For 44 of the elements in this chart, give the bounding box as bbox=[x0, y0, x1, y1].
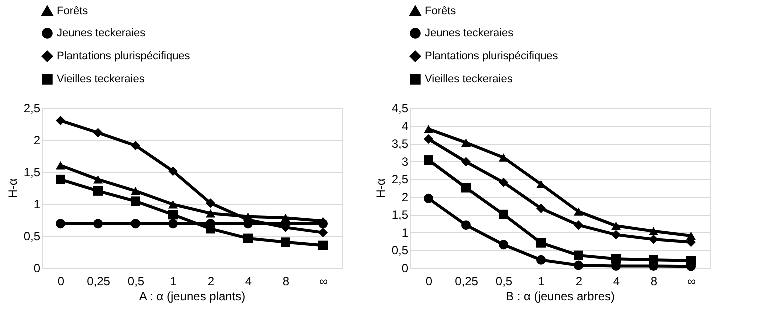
x-tick-label: 8 bbox=[282, 274, 290, 288]
y-tick-label: 0,5 bbox=[392, 244, 409, 258]
x-tick-label: ∞ bbox=[319, 274, 328, 288]
y-tick-label: 2 bbox=[34, 134, 41, 148]
x-tick-label: 4 bbox=[245, 274, 252, 288]
y-tick-label: 3,5 bbox=[392, 137, 409, 152]
x-tick-label: 0,5 bbox=[128, 274, 145, 288]
x-tick-label: ∞ bbox=[687, 274, 696, 288]
y-axis-title: H-α bbox=[6, 178, 20, 198]
legend-label: Plantations plurispécifiques bbox=[57, 50, 191, 62]
x-tick-label: 8 bbox=[650, 274, 658, 288]
x-tick-label: 0 bbox=[58, 274, 65, 288]
y-tick-label: 4,5 bbox=[392, 102, 409, 116]
y-tick-label: 1 bbox=[402, 226, 409, 240]
y-tick-label: 4 bbox=[402, 119, 409, 134]
legend-label: Forêts bbox=[425, 6, 457, 18]
legend-label: Jeunes teckeraies bbox=[425, 28, 514, 40]
y-tick-label: 0,5 bbox=[24, 230, 41, 244]
y-tick-label: 1,5 bbox=[392, 208, 409, 222]
legend-label: Vieilles teckeraies bbox=[425, 74, 514, 86]
y-tick-label: 0 bbox=[402, 262, 409, 276]
y-tick-label: 2,5 bbox=[392, 172, 409, 187]
legend-label: Forêts bbox=[57, 6, 89, 18]
legend-label: Plantations plurispécifiques bbox=[425, 50, 559, 62]
y-tick-label: 1 bbox=[34, 198, 41, 212]
y-tick-label: 2 bbox=[402, 190, 409, 204]
y-tick-label: 0 bbox=[34, 262, 41, 276]
x-tick-label: 0,25 bbox=[455, 274, 479, 288]
x-tick-label: 4 bbox=[613, 274, 620, 288]
y-tick-label: 1,5 bbox=[24, 166, 41, 180]
x-tick-label: 2 bbox=[576, 274, 583, 288]
x-tick-label: 1 bbox=[538, 274, 546, 288]
x-tick-label: 0,25 bbox=[87, 274, 111, 288]
y-tick-label: 2,5 bbox=[24, 102, 41, 116]
x-tick-label: 0,5 bbox=[496, 274, 513, 288]
legend-label: Vieilles teckeraies bbox=[57, 74, 146, 86]
legend-label: Jeunes teckeraies bbox=[57, 28, 146, 40]
x-axis-title: B : α (jeunes arbres) bbox=[506, 290, 615, 304]
y-tick-label: 3 bbox=[402, 154, 409, 169]
x-tick-label: 2 bbox=[208, 274, 215, 288]
x-axis-title: A : α (jeunes plants) bbox=[139, 290, 246, 304]
y-axis-title: H-α bbox=[374, 178, 388, 198]
x-tick-label: 1 bbox=[170, 274, 178, 288]
x-tick-label: 0 bbox=[426, 274, 433, 288]
